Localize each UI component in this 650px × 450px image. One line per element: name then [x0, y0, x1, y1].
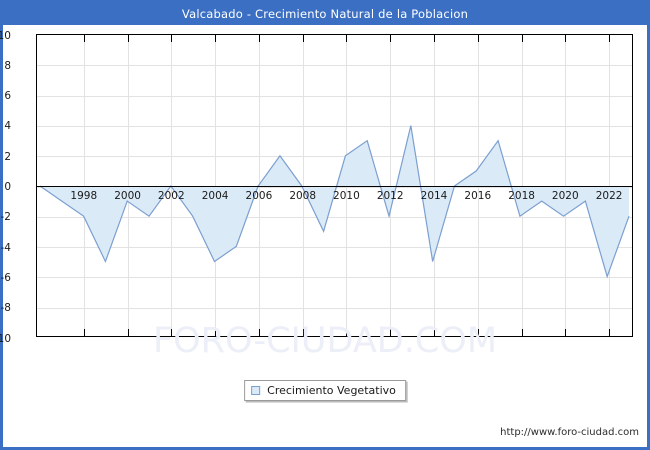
- gridline-h: [37, 277, 632, 279]
- x-axis-tick-label: 1998: [70, 189, 98, 202]
- axis-tick: [477, 35, 479, 42]
- legend-label: Crecimiento Vegetativo: [267, 384, 396, 397]
- gridline-v: [171, 35, 173, 336]
- y-axis-tick-label: -6: [0, 271, 11, 284]
- gridline-v: [390, 35, 392, 336]
- axis-tick: [258, 329, 260, 336]
- axis-tick: [83, 329, 85, 336]
- axis-tick: [346, 329, 348, 336]
- x-axis-tick-label: 2016: [464, 189, 492, 202]
- axis-tick: [565, 35, 567, 42]
- axis-tick: [215, 329, 217, 336]
- y-axis-tick-label: 0: [4, 181, 11, 193]
- axis-tick: [521, 329, 523, 336]
- axis-tick: [83, 35, 85, 42]
- x-axis-tick-label: 2008: [289, 189, 317, 202]
- y-axis-tick-label: 4: [4, 120, 11, 133]
- gridline-v: [434, 35, 435, 336]
- axis-tick: [565, 329, 567, 336]
- source-url: http://www.foro-ciudad.com: [500, 427, 639, 438]
- y-axis-tick-label: 8: [4, 59, 11, 72]
- window-title: Valcabado - Crecimiento Natural de la Po…: [3, 3, 647, 25]
- y-axis-tick-label: -8: [0, 302, 11, 315]
- axis-tick: [171, 329, 173, 336]
- gridline-h: [37, 95, 632, 97]
- axis-tick: [521, 35, 523, 42]
- y-axis-tick-label: 6: [4, 90, 11, 103]
- axis-tick: [127, 35, 129, 42]
- y-axis-tick-label: 2: [4, 150, 11, 163]
- zero-axis-line: [37, 185, 632, 188]
- axis-tick: [127, 329, 129, 336]
- gridline-h: [37, 216, 632, 218]
- y-axis-tick-label: -2: [0, 211, 11, 224]
- x-axis-tick-label: 2006: [245, 189, 273, 202]
- y-axis-tick-label: -4: [0, 241, 11, 254]
- x-axis-tick-label: 2022: [595, 189, 623, 202]
- x-axis-tick-label: 2018: [508, 189, 535, 202]
- axis-tick: [171, 35, 173, 42]
- area-fill: [39, 125, 629, 277]
- chart-legend[interactable]: Crecimiento Vegetativo: [244, 380, 406, 401]
- gridline-h: [37, 156, 632, 158]
- axis-tick: [390, 329, 392, 336]
- axis-tick: [477, 329, 479, 336]
- legend-swatch-icon: [251, 386, 261, 395]
- axis-tick: [302, 35, 304, 42]
- plot-area: 1998 2000 2002 2004 2006 2008 2010 2012 2014 2016…: [36, 34, 633, 337]
- axis-tick: [215, 35, 217, 42]
- axis-tick: [609, 35, 611, 42]
- series-line: [39, 125, 630, 279]
- plot-wrapper: 1998 2000 2002 2004 2006 2008 2010 2012 2014 2016…: [0, 30, 633, 345]
- gridline-v: [302, 35, 304, 336]
- x-axis-tick-label: 2014: [420, 189, 448, 202]
- x-axis-tick-label: 2000: [114, 189, 141, 202]
- gridline-v: [609, 35, 611, 336]
- axis-tick: [302, 329, 304, 336]
- axis-tick: [434, 35, 435, 42]
- gridline-v: [83, 35, 85, 336]
- axis-tick: [346, 35, 348, 42]
- gridline-v: [127, 35, 129, 336]
- x-axis-tick-label: 2004: [201, 189, 229, 202]
- x-axis-tick-label: 2020: [551, 189, 579, 202]
- axis-tick: [390, 35, 392, 42]
- gridline-h: [37, 125, 632, 127]
- axis-tick: [609, 329, 611, 336]
- axis-tick: [258, 35, 260, 42]
- gridline-h: [37, 307, 632, 309]
- gridline-h: [37, 247, 632, 249]
- area-series: [39, 125, 630, 279]
- gridline-h: [37, 65, 632, 67]
- x-axis-tick-label: 2012: [376, 189, 404, 202]
- y-axis-tick-label: 10: [0, 29, 11, 42]
- x-axis-tick-label: 2002: [157, 189, 185, 202]
- axis-tick: [434, 329, 435, 336]
- gridline-v: [565, 35, 567, 336]
- x-axis-tick-label: 2010: [333, 189, 360, 202]
- gridline-v: [215, 35, 217, 336]
- gridline-v: [521, 35, 523, 336]
- y-axis-tick-label: -10: [0, 332, 11, 345]
